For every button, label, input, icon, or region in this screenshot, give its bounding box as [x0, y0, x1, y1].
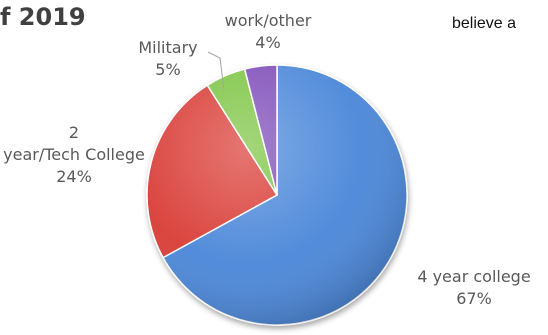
chart-title-fragment: f 2019: [0, 3, 86, 31]
data-label-2-year-tech-college: 2 year/Tech College 24%: [3, 123, 145, 186]
data-label-work-other: work/other 4%: [225, 11, 312, 52]
leader-line-military: [207, 51, 225, 91]
data-label-4-year-college: 4 year college 67%: [417, 267, 530, 308]
clipped-side-text: believe a: [452, 15, 517, 32]
data-label-military: Military 5%: [138, 38, 197, 79]
